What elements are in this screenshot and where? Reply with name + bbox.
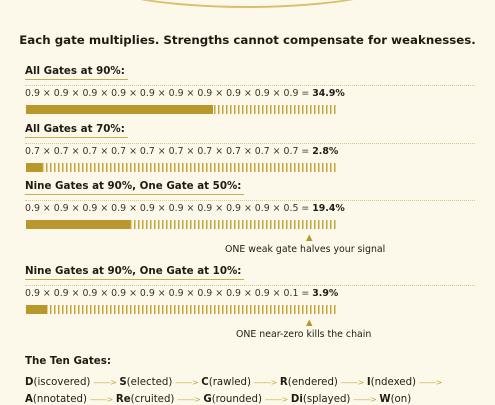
- gate-item: D(iscovered): [25, 377, 91, 388]
- annotation-note: ONE near-zero kills the chain: [236, 329, 372, 340]
- arrow-icon: ------->: [340, 378, 364, 387]
- progress-bar-fill: [26, 305, 47, 314]
- progress-bar: [26, 105, 338, 114]
- formula-expression: 0.9 × 0.9 × 0.9 × 0.9 × 0.9 × 0.9 × 0.9 …: [25, 88, 313, 99]
- scenario-title: Nine Gates at 90%, One Gate at 10%:: [25, 265, 245, 280]
- scenario-title: Nine Gates at 90%, One Gate at 50%:: [25, 180, 245, 195]
- scenario-title: All Gates at 90%:: [25, 65, 128, 80]
- formula-expression: 0.9 × 0.9 × 0.9 × 0.9 × 0.9 × 0.9 × 0.9 …: [25, 288, 313, 299]
- arrow-icon: ------->: [93, 378, 117, 387]
- scenario-formula: 0.9 × 0.9 × 0.9 × 0.9 × 0.9 × 0.9 × 0.9 …: [25, 288, 338, 299]
- scenario-title: All Gates at 70%:: [25, 123, 128, 138]
- scenario-formula: 0.9 × 0.9 × 0.9 × 0.9 × 0.9 × 0.9 × 0.9 …: [25, 203, 345, 214]
- progress-bar-fill: [26, 163, 42, 172]
- section-divider: [25, 285, 475, 286]
- weak-gate-marker-icon: ▲: [306, 318, 313, 328]
- section-divider: [25, 200, 475, 201]
- gate-item: S(elected): [119, 377, 173, 388]
- arrow-icon: ------->: [419, 378, 442, 387]
- gate-item: C(rawled): [201, 377, 251, 388]
- formula-expression: 0.9 × 0.9 × 0.9 × 0.9 × 0.9 × 0.9 × 0.9 …: [25, 203, 313, 214]
- scenario-formula: 0.9 × 0.9 × 0.9 × 0.9 × 0.9 × 0.9 × 0.9 …: [25, 88, 345, 99]
- header-arc-decoration: [88, 0, 406, 8]
- progress-bar: [26, 305, 338, 314]
- gate-item: I(ndexed): [366, 377, 417, 388]
- gates-title: The Ten Gates:: [25, 355, 112, 367]
- progress-bar: [26, 220, 338, 229]
- weak-gate-marker-icon: ▲: [306, 233, 313, 243]
- progress-bar-fill: [26, 105, 213, 114]
- page-subtitle: Each gate multiplies. Strengths cannot c…: [19, 33, 476, 47]
- formula-result: 34.9%: [312, 88, 345, 99]
- gates-row: D(iscovered) -------> S(elected) -------> C(…: [25, 377, 445, 388]
- progress-bar: [26, 163, 338, 172]
- arrow-icon: ------->: [175, 378, 199, 387]
- arrow-icon: ------->: [254, 378, 277, 387]
- formula-expression: 0.7 × 0.7 × 0.7 × 0.7 × 0.7 × 0.7 × 0.7 …: [25, 146, 313, 157]
- scenario-formula: 0.7 × 0.7 × 0.7 × 0.7 × 0.7 × 0.7 × 0.7 …: [25, 146, 338, 157]
- formula-result: 19.4%: [312, 203, 345, 214]
- gate-item: R(endered): [279, 377, 338, 388]
- section-divider: [25, 85, 475, 86]
- formula-result: 2.8%: [312, 146, 339, 157]
- annotation-note: ONE weak gate halves your signal: [225, 244, 386, 255]
- progress-bar-fill: [26, 220, 130, 229]
- section-divider: [25, 143, 475, 144]
- formula-result: 3.9%: [312, 288, 339, 299]
